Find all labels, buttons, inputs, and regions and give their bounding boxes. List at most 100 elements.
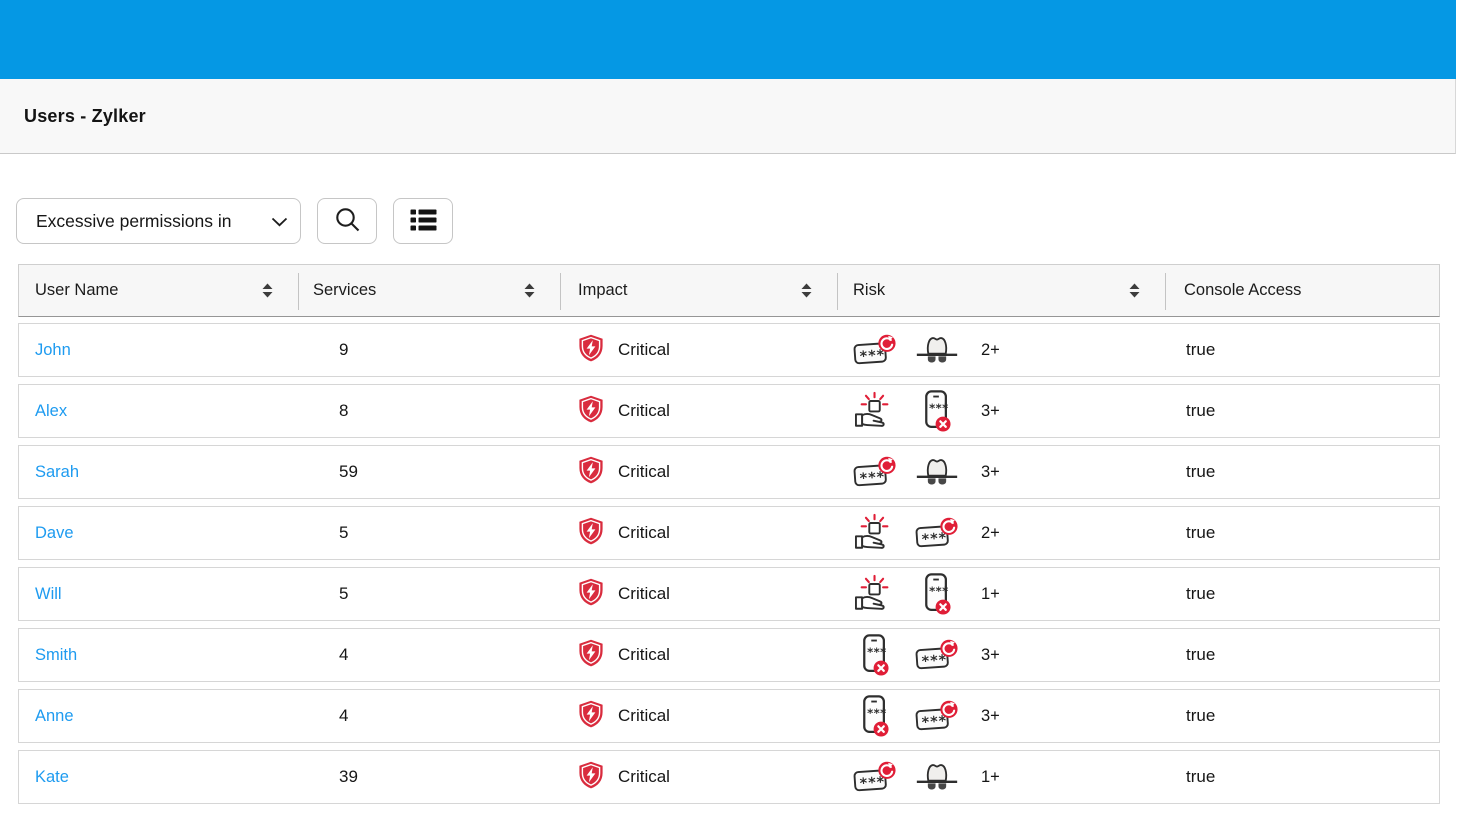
console-access-value: true <box>1186 340 1216 359</box>
permission-grant-icon <box>853 513 897 553</box>
critical-shield-icon <box>578 334 604 367</box>
console-access-value: true <box>1186 523 1216 542</box>
filter-dropdown[interactable]: Excessive permissions in <box>16 198 301 244</box>
critical-shield-icon <box>578 456 604 489</box>
table-row: Smith 4 Critical *** *** 3+ <box>18 628 1440 682</box>
app-header-bar <box>0 0 1456 79</box>
risk-cell: *** 3+ <box>838 446 1166 498</box>
svg-text:***: *** <box>859 469 885 487</box>
filter-dropdown-value: Excessive permissions in <box>36 210 232 231</box>
user-name-link[interactable]: Dave <box>35 523 74 542</box>
services-count: 4 <box>339 706 349 725</box>
column-header-user-name[interactable]: User Name <box>19 265 299 316</box>
table-body: John 9 Critical *** 2+ t <box>18 323 1440 804</box>
risk-count: 3+ <box>981 462 1000 481</box>
risk-icons: *** <box>853 513 959 553</box>
password-rotation-icon: *** <box>915 515 959 551</box>
critical-shield-icon <box>578 700 604 733</box>
critical-shield-icon <box>578 578 604 611</box>
svg-text:***: *** <box>921 713 947 731</box>
mfa-disabled-icon: *** <box>915 572 959 616</box>
risk-icons: *** <box>853 759 959 795</box>
services-count: 59 <box>339 462 358 481</box>
svg-text:***: *** <box>867 706 887 720</box>
column-header-services[interactable]: Services <box>299 265 561 316</box>
table-row: Anne 4 Critical *** *** 3+ <box>18 689 1440 743</box>
user-name-link[interactable]: John <box>35 340 71 359</box>
table-row: Dave 5 Critical *** <box>18 506 1440 560</box>
risk-count: 1+ <box>981 584 1000 603</box>
password-rotation-icon: *** <box>915 698 959 734</box>
password-rotation-icon: *** <box>853 759 897 795</box>
page-title: Users - Zylker <box>24 105 146 126</box>
user-name-link[interactable]: Smith <box>35 645 78 664</box>
risk-count: 3+ <box>981 645 1000 664</box>
column-header-console-access: Console Access <box>1184 281 1302 299</box>
user-name-link[interactable]: Kate <box>35 767 69 786</box>
column-header-impact[interactable]: Impact <box>561 265 838 316</box>
spy-hat-icon <box>915 760 959 794</box>
risk-count: 2+ <box>981 523 1000 542</box>
critical-shield-icon <box>578 517 604 550</box>
user-name-link[interactable]: Anne <box>35 706 74 725</box>
svg-text:***: *** <box>867 645 887 659</box>
sort-icon <box>262 283 273 298</box>
risk-cell: *** 3+ <box>838 385 1166 437</box>
risk-cell: *** 1+ <box>838 568 1166 620</box>
table-row: Will 5 Critical *** <box>18 567 1440 621</box>
risk-count: 1+ <box>981 767 1000 786</box>
console-access-value: true <box>1186 706 1216 725</box>
risk-cell: *** 2+ <box>838 507 1166 559</box>
toolbar: Excessive permissions in <box>16 198 1459 244</box>
table-header: User Name Services Impact Risk Console A… <box>18 264 1440 317</box>
console-access-value: true <box>1186 767 1216 786</box>
password-rotation-icon: *** <box>915 637 959 673</box>
impact-label: Critical <box>618 584 670 603</box>
risk-cell: *** 2+ <box>838 324 1166 376</box>
risk-count: 3+ <box>981 401 1000 420</box>
mfa-disabled-icon: *** <box>853 633 897 677</box>
svg-text:***: *** <box>859 774 885 792</box>
console-access-value: true <box>1186 401 1216 420</box>
permission-grant-icon <box>853 391 897 431</box>
console-access-value: true <box>1186 645 1216 664</box>
impact-label: Critical <box>618 462 670 481</box>
impact-label: Critical <box>618 706 670 725</box>
risk-icons: *** *** <box>853 694 959 738</box>
risk-icons: *** <box>853 332 959 368</box>
risk-count: 2+ <box>981 340 1000 359</box>
table-row: Kate 39 Critical *** 1+ <box>18 750 1440 804</box>
table-row: Sarah 59 Critical *** 3+ <box>18 445 1440 499</box>
search-button[interactable] <box>317 198 377 244</box>
services-count: 5 <box>339 523 349 542</box>
risk-icons: *** <box>853 454 959 490</box>
window-titlebar: Users - Zylker <box>0 79 1456 154</box>
user-name-link[interactable]: Alex <box>35 401 68 420</box>
permission-grant-icon <box>853 574 897 614</box>
impact-label: Critical <box>618 767 670 786</box>
critical-shield-icon <box>578 639 604 672</box>
search-icon <box>334 206 361 236</box>
user-name-link[interactable]: Will <box>35 584 62 603</box>
risk-cell: *** 1+ <box>838 751 1166 803</box>
services-count: 4 <box>339 645 349 664</box>
services-count: 9 <box>339 340 349 359</box>
console-access-value: true <box>1186 462 1216 481</box>
password-rotation-icon: *** <box>853 332 897 368</box>
services-count: 5 <box>339 584 349 603</box>
critical-shield-icon <box>578 761 604 794</box>
list-view-button[interactable] <box>393 198 453 244</box>
services-count: 39 <box>339 767 358 786</box>
impact-label: Critical <box>618 340 670 359</box>
impact-label: Critical <box>618 401 670 420</box>
services-count: 8 <box>339 401 349 420</box>
mfa-disabled-icon: *** <box>915 389 959 433</box>
table-row: Alex 8 Critical *** <box>18 384 1440 438</box>
risk-cell: *** *** 3+ <box>838 690 1166 742</box>
impact-label: Critical <box>618 523 670 542</box>
user-name-link[interactable]: Sarah <box>35 462 80 481</box>
sort-icon <box>801 283 812 298</box>
column-header-risk[interactable]: Risk <box>838 265 1166 316</box>
sort-icon <box>524 283 535 298</box>
risk-count: 3+ <box>981 706 1000 725</box>
